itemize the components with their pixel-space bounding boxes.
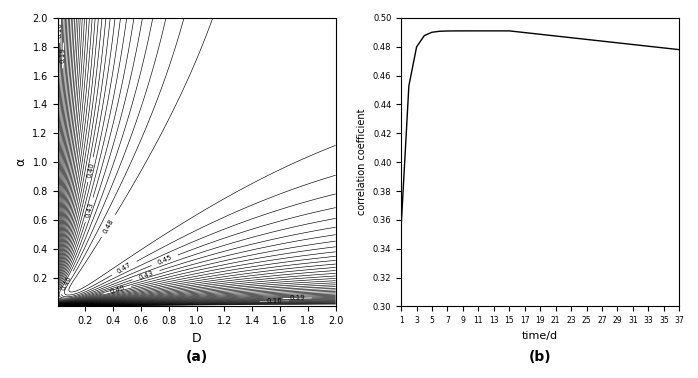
Text: 0.45: 0.45 <box>156 254 173 266</box>
Text: 0.43: 0.43 <box>138 270 154 281</box>
Text: 0.40: 0.40 <box>86 161 95 178</box>
Text: 0.19: 0.19 <box>289 295 305 301</box>
X-axis label: time/d: time/d <box>522 331 558 341</box>
Text: 0.16: 0.16 <box>267 298 282 304</box>
Text: 0.19: 0.19 <box>60 48 66 64</box>
X-axis label: D: D <box>192 332 202 345</box>
Text: 0.13: 0.13 <box>79 303 94 309</box>
Text: 0.47: 0.47 <box>116 262 133 275</box>
Text: 0.43: 0.43 <box>84 201 94 218</box>
Text: (a): (a) <box>186 350 208 364</box>
Text: 0.48: 0.48 <box>102 218 114 234</box>
Y-axis label: α: α <box>14 158 27 166</box>
Text: 0.40: 0.40 <box>109 285 126 295</box>
Text: 0.16: 0.16 <box>57 22 63 38</box>
Y-axis label: correlation coefficient: correlation coefficient <box>357 109 367 215</box>
Text: 0.46: 0.46 <box>61 274 73 291</box>
Text: (b): (b) <box>529 350 551 364</box>
